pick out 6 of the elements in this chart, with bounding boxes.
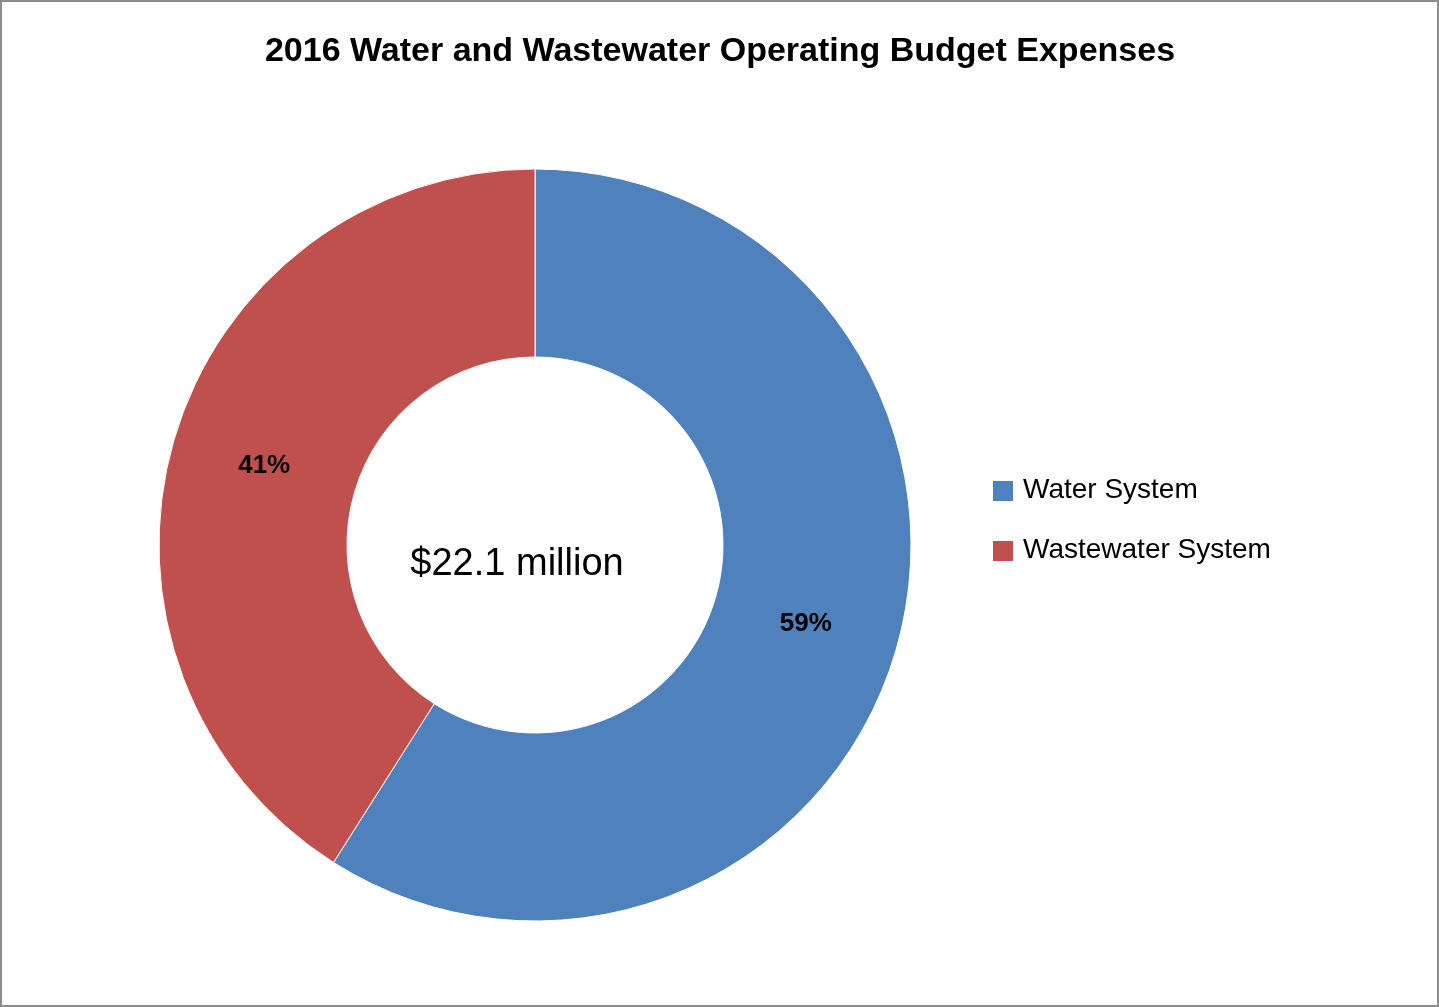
legend-label: Water System bbox=[1023, 473, 1198, 505]
data-label: 59% bbox=[779, 606, 832, 637]
data-label: 41% bbox=[238, 449, 291, 480]
legend-label: Wastewater System bbox=[1023, 533, 1271, 565]
text: $22.1 million bbox=[410, 541, 624, 584]
chart-title: 2016 Water and Wastewater Operating Budget Expenses bbox=[264, 29, 1176, 68]
